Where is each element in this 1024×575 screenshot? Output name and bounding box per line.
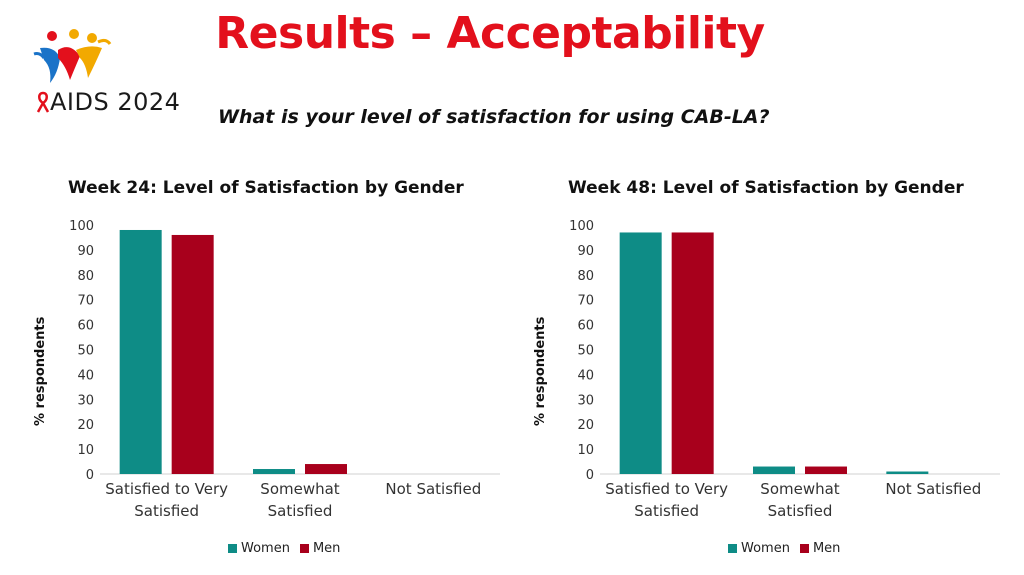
- y-axis-label: % respondents: [33, 316, 48, 426]
- legend-item-men: Men: [799, 541, 841, 556]
- x-tick-label: Satisfied: [634, 502, 699, 520]
- y-tick-label: 40: [577, 368, 594, 383]
- legend-label-women: Women: [241, 541, 290, 556]
- bar-women-0: [119, 229, 162, 474]
- x-tick-label: Not Satisfied: [885, 480, 981, 498]
- y-tick-label: 30: [577, 393, 594, 408]
- legend-item-women: Women: [228, 541, 290, 556]
- bar-men-1: [305, 464, 347, 474]
- chart-week24: Week 24: Level of Satisfaction by Gender…: [33, 170, 528, 570]
- y-tick-label: 0: [86, 468, 94, 483]
- y-tick-label: 80: [577, 269, 594, 284]
- legend-item-women: Women: [728, 541, 790, 556]
- conference-logo-text: AIDS 2024: [36, 88, 180, 116]
- y-tick-label: 20: [577, 418, 594, 433]
- legend-swatch-men: [299, 544, 309, 553]
- legend-swatch-women: [228, 544, 237, 553]
- figures-logo-icon: [33, 29, 112, 83]
- x-tick-label: Satisfied to Very: [605, 480, 728, 498]
- bar-women-2: [886, 471, 929, 474]
- x-tick-label: Somewhat: [260, 480, 340, 498]
- y-tick-label: 30: [77, 393, 94, 408]
- chart-title: Week 48: Level of Satisfaction by Gender: [568, 178, 964, 198]
- chart-title: Week 24: Level of Satisfaction by Gender: [68, 178, 464, 198]
- y-tick-label: 60: [77, 319, 94, 334]
- chart-svg: 0 10 20 30 40 50 60 70 80 90 100 Satisfied to Very S…: [569, 219, 1000, 520]
- y-tick-label: 50: [77, 344, 94, 359]
- y-tick-label: 50: [577, 344, 594, 359]
- bar-men-0: [671, 232, 714, 474]
- chart-legend: Women Men: [728, 541, 840, 556]
- x-tick-label: Satisfied: [768, 502, 833, 520]
- x-tick-label: Satisfied: [268, 502, 333, 520]
- y-tick-label: 20: [77, 418, 94, 433]
- legend-item-men: Men: [299, 541, 341, 556]
- legend-swatch-women: [728, 544, 737, 553]
- bar-women-1: [253, 469, 295, 474]
- ribbon-icon: [36, 91, 50, 113]
- legend-label-men: Men: [312, 541, 341, 556]
- y-tick-label: 40: [77, 368, 94, 383]
- y-tick-label: 60: [577, 319, 594, 334]
- bar-men-0: [171, 234, 214, 474]
- bar-women-0: [619, 232, 662, 474]
- y-tick-label: 70: [577, 294, 594, 309]
- survey-question: What is your level of satisfaction for u…: [218, 106, 770, 128]
- logo-text: AIDS 2024: [50, 88, 181, 116]
- y-tick-label: 90: [577, 244, 594, 259]
- x-tick-label: Satisfied: [134, 502, 199, 520]
- x-tick-label: Not Satisfied: [385, 480, 481, 498]
- chart-legend: Women Men: [228, 541, 340, 556]
- y-tick-label: 10: [77, 443, 94, 458]
- y-tick-label: 80: [77, 269, 94, 284]
- y-tick-label: 100: [69, 219, 94, 234]
- y-tick-label: 0: [586, 468, 594, 483]
- bar-women-1: [753, 466, 795, 474]
- legend-swatch-men: [799, 544, 809, 553]
- chart-svg: 0 10 20 30 40 50 60 70 80 90 100 Satisfied to Very S…: [69, 219, 500, 520]
- x-tick-label: Somewhat: [760, 480, 840, 498]
- page-title: Results – Acceptability: [215, 8, 765, 59]
- y-tick-label: 10: [577, 443, 594, 458]
- legend-label-women: Women: [741, 541, 790, 556]
- legend-label-men: Men: [812, 541, 841, 556]
- y-tick-label: 100: [569, 219, 594, 234]
- bar-men-1: [805, 466, 847, 474]
- y-tick-label: 90: [77, 244, 94, 259]
- chart-week48: Week 48: Level of Satisfaction by Gender…: [533, 170, 1024, 570]
- x-tick-label: Satisfied to Very: [105, 480, 228, 498]
- y-axis-label: % respondents: [533, 316, 548, 426]
- y-tick-label: 70: [77, 294, 94, 309]
- conference-logo: [30, 28, 190, 123]
